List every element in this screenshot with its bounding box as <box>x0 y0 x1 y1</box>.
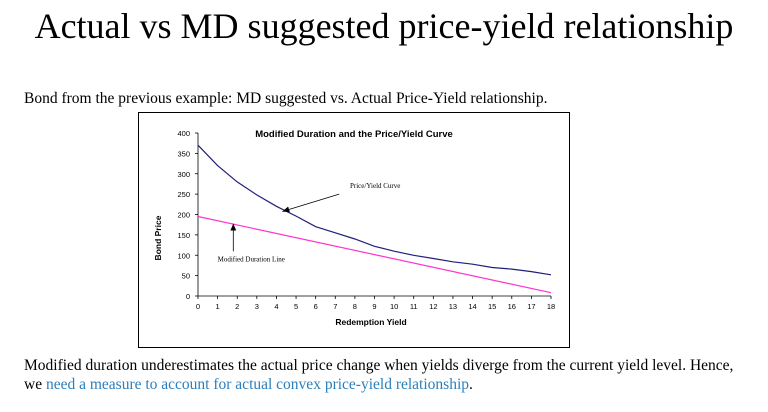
x-tick-label: 10 <box>390 302 398 311</box>
x-tick-label: 13 <box>449 302 457 311</box>
x-tick-label: 16 <box>508 302 516 311</box>
y-axis-label: Bond Price <box>153 215 163 260</box>
conclusion-text: Modified duration underestimates the act… <box>24 356 754 394</box>
price-yield-chart: Modified Duration and the Price/Yield Cu… <box>153 129 555 327</box>
chart-container: Modified Duration and the Price/Yield Cu… <box>138 112 570 348</box>
x-tick-label: 14 <box>468 302 476 311</box>
y-tick-label: 0 <box>186 292 190 301</box>
annotation-price-yield-curve: Price/Yield Curve <box>350 182 400 190</box>
convexity-link[interactable]: need a measure to account for actual con… <box>45 376 470 393</box>
x-tick-label: 8 <box>353 302 357 311</box>
x-tick-label: 9 <box>372 302 376 311</box>
slide-title: Actual vs MD suggested price-yield relat… <box>34 6 734 46</box>
y-tick-label: 400 <box>177 129 190 138</box>
y-tick-label: 50 <box>182 272 190 281</box>
x-tick-label: 2 <box>235 302 239 311</box>
y-tick-label: 300 <box>177 170 190 179</box>
x-tick-label: 11 <box>410 302 418 311</box>
y-tick-label: 150 <box>177 231 190 240</box>
annotation-duration-line: Modified Duration Line <box>218 255 285 263</box>
x-tick-label: 18 <box>547 302 555 311</box>
annotation-arrow-price-yield <box>282 193 340 213</box>
x-tick-label: 0 <box>196 302 200 311</box>
x-tick-label: 12 <box>429 302 437 311</box>
x-tick-label: 17 <box>527 302 535 311</box>
price-yield-curve-line <box>197 144 552 276</box>
y-tick-label: 200 <box>177 211 190 220</box>
y-tick-label: 250 <box>177 190 190 199</box>
x-tick-label: 3 <box>255 302 259 311</box>
x-tick-label: 7 <box>333 302 337 311</box>
intro-text: Bond from the previous example: MD sugge… <box>24 90 548 107</box>
y-tick-label: 350 <box>177 149 190 158</box>
x-tick-label: 5 <box>294 302 298 311</box>
conclusion-body: Modified duration underestimates the act… <box>24 357 734 393</box>
conclusion-end: . <box>469 376 473 393</box>
x-tick-label: 1 <box>216 302 220 311</box>
x-tick-label: 4 <box>274 302 278 311</box>
duration-line <box>197 215 552 294</box>
x-tick-label: 6 <box>314 302 318 311</box>
chart-title: Modified Duration and the Price/Yield Cu… <box>255 129 453 140</box>
x-tick-label: 15 <box>488 302 496 311</box>
y-tick-label: 100 <box>177 251 190 260</box>
x-axis-label: Redemption Yield <box>335 317 406 327</box>
